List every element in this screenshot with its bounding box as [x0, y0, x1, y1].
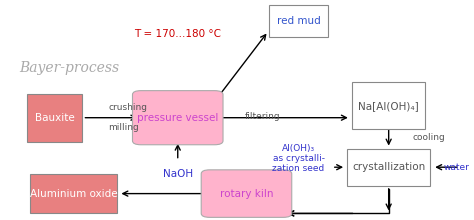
Text: cooling: cooling [412, 133, 445, 142]
Text: crystallization: crystallization [352, 162, 425, 172]
Text: water: water [443, 163, 469, 172]
FancyBboxPatch shape [132, 91, 223, 145]
Text: T = 170...180 °C: T = 170...180 °C [134, 29, 221, 39]
Text: Bayer-process: Bayer-process [19, 61, 119, 75]
Text: Na[Al(OH)₄]: Na[Al(OH)₄] [358, 101, 419, 111]
Text: Bauxite: Bauxite [35, 113, 74, 123]
FancyBboxPatch shape [347, 148, 430, 186]
Text: filtering: filtering [245, 112, 281, 121]
FancyBboxPatch shape [27, 94, 82, 142]
Text: red mud: red mud [277, 16, 320, 26]
Text: milling: milling [108, 123, 139, 132]
Text: Al(OH)₃
as crystalli-
zation seed: Al(OH)₃ as crystalli- zation seed [273, 143, 325, 173]
FancyBboxPatch shape [29, 174, 117, 213]
Text: NaOH: NaOH [163, 169, 193, 179]
FancyBboxPatch shape [201, 170, 292, 217]
FancyBboxPatch shape [269, 5, 328, 37]
Text: crushing: crushing [108, 103, 147, 112]
Text: Aluminium oxide: Aluminium oxide [30, 189, 117, 199]
Text: rotary kiln: rotary kiln [220, 189, 273, 199]
FancyBboxPatch shape [352, 82, 425, 129]
Text: pressure vessel: pressure vessel [137, 113, 219, 123]
